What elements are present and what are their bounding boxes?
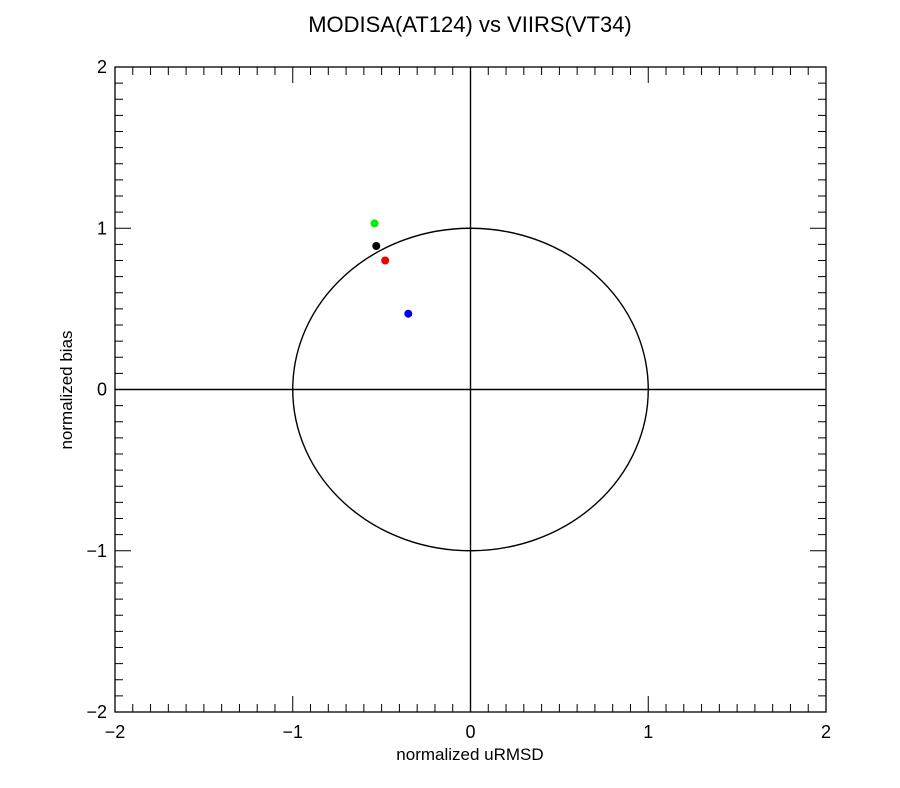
- x-tick-label: −1: [282, 722, 303, 742]
- data-point: [372, 241, 381, 250]
- data-point: [381, 256, 390, 265]
- x-axis-label: normalized uRMSD: [396, 745, 543, 764]
- plot-area: −2 −1 0 1 2 −2 −1 0 1 2: [86, 57, 831, 742]
- y-tick-label: −1: [86, 541, 107, 561]
- y-tick-label: 1: [97, 218, 107, 238]
- x-tick-label: 0: [465, 722, 475, 742]
- chart-title: MODISA(AT124) vs VIIRS(VT34): [308, 12, 632, 37]
- y-tick-label: 2: [97, 57, 107, 77]
- x-tick-label: 1: [643, 722, 653, 742]
- x-tick-label: −2: [105, 722, 126, 742]
- x-tick-label: 2: [821, 722, 831, 742]
- y-tick-label: −2: [86, 702, 107, 722]
- data-point: [370, 219, 379, 228]
- data-point: [404, 309, 413, 318]
- y-axis-label: normalized bias: [57, 330, 76, 449]
- reference-circle: [292, 227, 649, 552]
- y-tick-label: 0: [97, 380, 107, 400]
